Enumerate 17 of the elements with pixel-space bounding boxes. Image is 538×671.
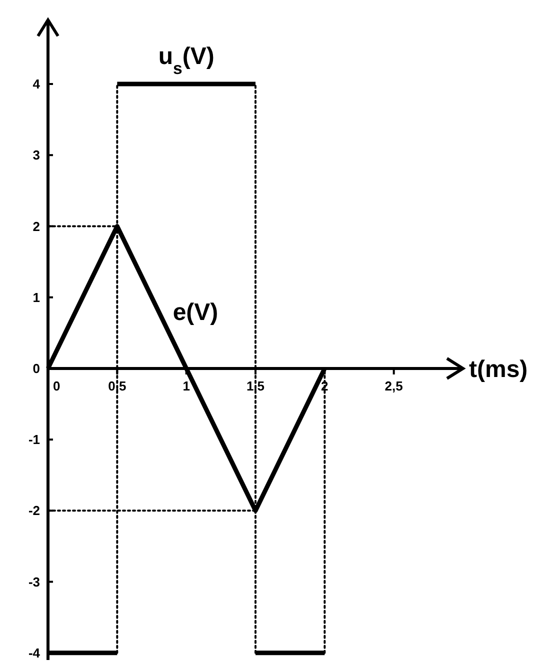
x-tick-label: 0	[53, 378, 60, 394]
y-tick-label: -3	[28, 574, 40, 590]
y-tick-label: -4	[28, 645, 41, 660]
y-tick-label: 0	[32, 360, 40, 376]
series-label: e(V)	[172, 299, 218, 326]
y-tick-label: 4	[32, 76, 41, 92]
x-axis-title: t(ms)	[469, 356, 528, 383]
y-tick-label: 2	[32, 218, 40, 234]
x-tick-label: 0,5	[108, 378, 126, 394]
x-tick-label: 2,5	[384, 378, 403, 394]
series-label: u$_{s}$(V)	[158, 43, 214, 78]
y-tick-label: -2	[28, 503, 40, 518]
x-tick-label: 1,5	[246, 378, 265, 394]
y-tick-label: 3	[32, 148, 40, 163]
y-tick-label: -1	[28, 432, 40, 448]
x-tick-label: 1	[182, 378, 190, 394]
y-tick-label: 1	[32, 290, 40, 305]
